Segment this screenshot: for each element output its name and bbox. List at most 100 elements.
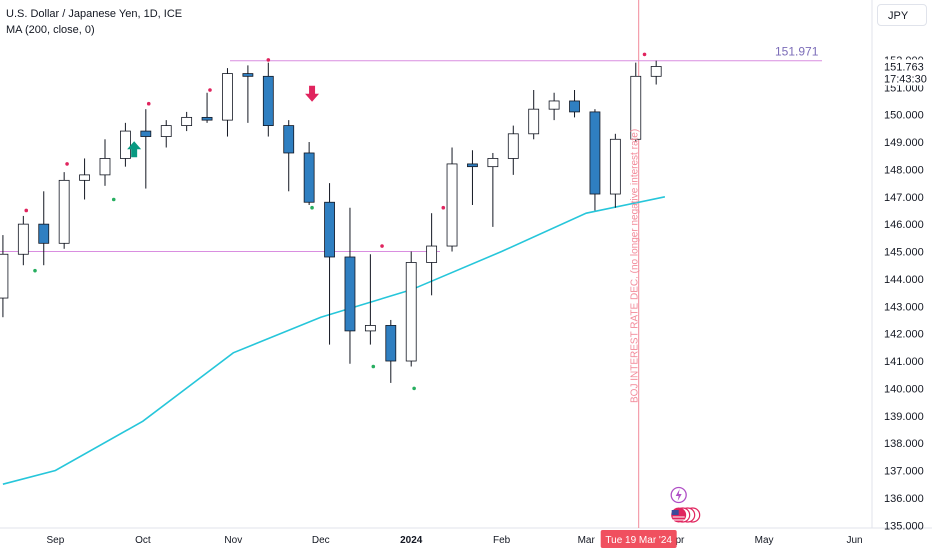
candle: [160, 120, 172, 148]
candle: [222, 68, 233, 137]
last-price-box: [876, 59, 932, 86]
candle: [446, 147, 458, 252]
price-tick-label: 138.000: [884, 438, 924, 450]
candle: [344, 207, 356, 364]
candle: [262, 62, 274, 137]
candle: [79, 158, 90, 200]
price-tick-label: 139.000: [884, 411, 924, 423]
candle: [99, 139, 111, 186]
price-tick-label: 137.000: [884, 466, 924, 478]
candle-body: [58, 179, 70, 244]
candle-body: [446, 163, 458, 247]
signal-dot-bottom: [111, 197, 116, 202]
price-tick-label: 148.000: [884, 164, 924, 176]
candle: [385, 319, 397, 383]
candle-body: [344, 256, 356, 332]
time-tick-label: 2024: [400, 535, 423, 546]
candle-body: [79, 174, 90, 181]
candle: [609, 133, 621, 208]
signal-dot-top: [65, 162, 69, 166]
candle-body: [487, 158, 499, 168]
arrow-down-icon: [305, 85, 320, 102]
candle-body: [283, 125, 295, 154]
price-tick-label: 144.000: [884, 274, 924, 286]
currency-button[interactable]: JPY: [877, 4, 927, 26]
price-tick-label: 149.000: [884, 137, 924, 149]
candle: [507, 125, 519, 175]
indicator-label[interactable]: MA (200, close, 0): [6, 24, 95, 36]
candle-body: [17, 223, 29, 255]
candle: [528, 90, 540, 140]
candle: [201, 92, 213, 123]
price-tick-label: 140.000: [884, 383, 924, 395]
candle: [548, 92, 560, 121]
signal-dot-bottom: [412, 386, 416, 391]
arrow-up-icon: [127, 141, 142, 158]
candle: [38, 191, 50, 266]
candle-body: [0, 253, 9, 299]
candle: [120, 122, 131, 167]
candle-body: [385, 325, 397, 362]
time-tick-label: Mar: [578, 535, 596, 546]
candle-body: [426, 245, 438, 263]
price-tick-label: 142.000: [884, 329, 924, 341]
candle: [303, 142, 315, 205]
candle: [0, 235, 9, 318]
candle-body: [201, 116, 213, 121]
lightning-event-icon[interactable]: [670, 486, 687, 504]
candle-body: [160, 125, 172, 137]
signal-dot-top: [146, 101, 151, 106]
candle-body: [569, 100, 580, 113]
price-tick-label: 141.000: [884, 356, 924, 368]
signal-dot-top: [24, 208, 29, 213]
candle-body: [507, 133, 519, 159]
candle: [405, 251, 417, 367]
time-tick-label: Apr: [669, 535, 685, 546]
signal-dot-top: [208, 88, 212, 92]
ma-200-line: [2, 196, 666, 485]
chart-title: U.S. Dollar / Japanese Yen, 1D, ICE: [6, 8, 183, 20]
crosshair-date-label: Tue 19 Mar '24: [605, 535, 672, 546]
us-flag-event-icon[interactable]: [671, 507, 701, 523]
candle-body: [609, 138, 621, 195]
candle: [630, 62, 642, 143]
price-tick-label: 150.000: [884, 110, 924, 122]
time-tick-label: Dec: [312, 535, 330, 546]
time-tick-label: Oct: [135, 535, 151, 546]
candle: [569, 90, 580, 118]
candle: [181, 111, 193, 132]
candle-body: [140, 130, 152, 137]
resistance-price-label: 151.971: [775, 45, 819, 59]
candle-body: [324, 201, 335, 258]
candle-body: [405, 262, 417, 362]
candle: [140, 109, 152, 189]
candle-body: [589, 111, 601, 195]
candle: [650, 60, 662, 85]
signal-dot-bottom: [33, 268, 37, 273]
candle: [58, 172, 70, 249]
signal-dot-top: [380, 244, 384, 248]
signal-dot-bottom: [371, 364, 376, 369]
time-tick-label: May: [755, 535, 774, 546]
candle-body: [548, 100, 560, 110]
event-annotation-text: BOJ INTEREST RATE DEC. (no longer negati…: [630, 129, 641, 403]
signal-dot-bottom: [310, 205, 314, 210]
signal-dot-top: [266, 58, 271, 62]
candle: [242, 65, 254, 123]
price-tick-label: 135.000: [884, 520, 924, 532]
candle-body: [242, 73, 254, 77]
countdown-label: 17:43:30: [884, 73, 927, 85]
candle: [426, 213, 438, 296]
last-price-label: 151.763: [884, 61, 924, 73]
candle: [17, 215, 29, 266]
candle: [364, 254, 376, 345]
candle-body: [303, 152, 315, 203]
candle-body: [222, 73, 233, 121]
price-tick-label: 143.000: [884, 301, 924, 313]
price-tick-label: 147.000: [884, 192, 924, 204]
candle: [589, 109, 601, 211]
signal-dot-top: [441, 205, 446, 210]
candle-body: [38, 223, 50, 244]
time-tick-label: Jun: [846, 535, 862, 546]
